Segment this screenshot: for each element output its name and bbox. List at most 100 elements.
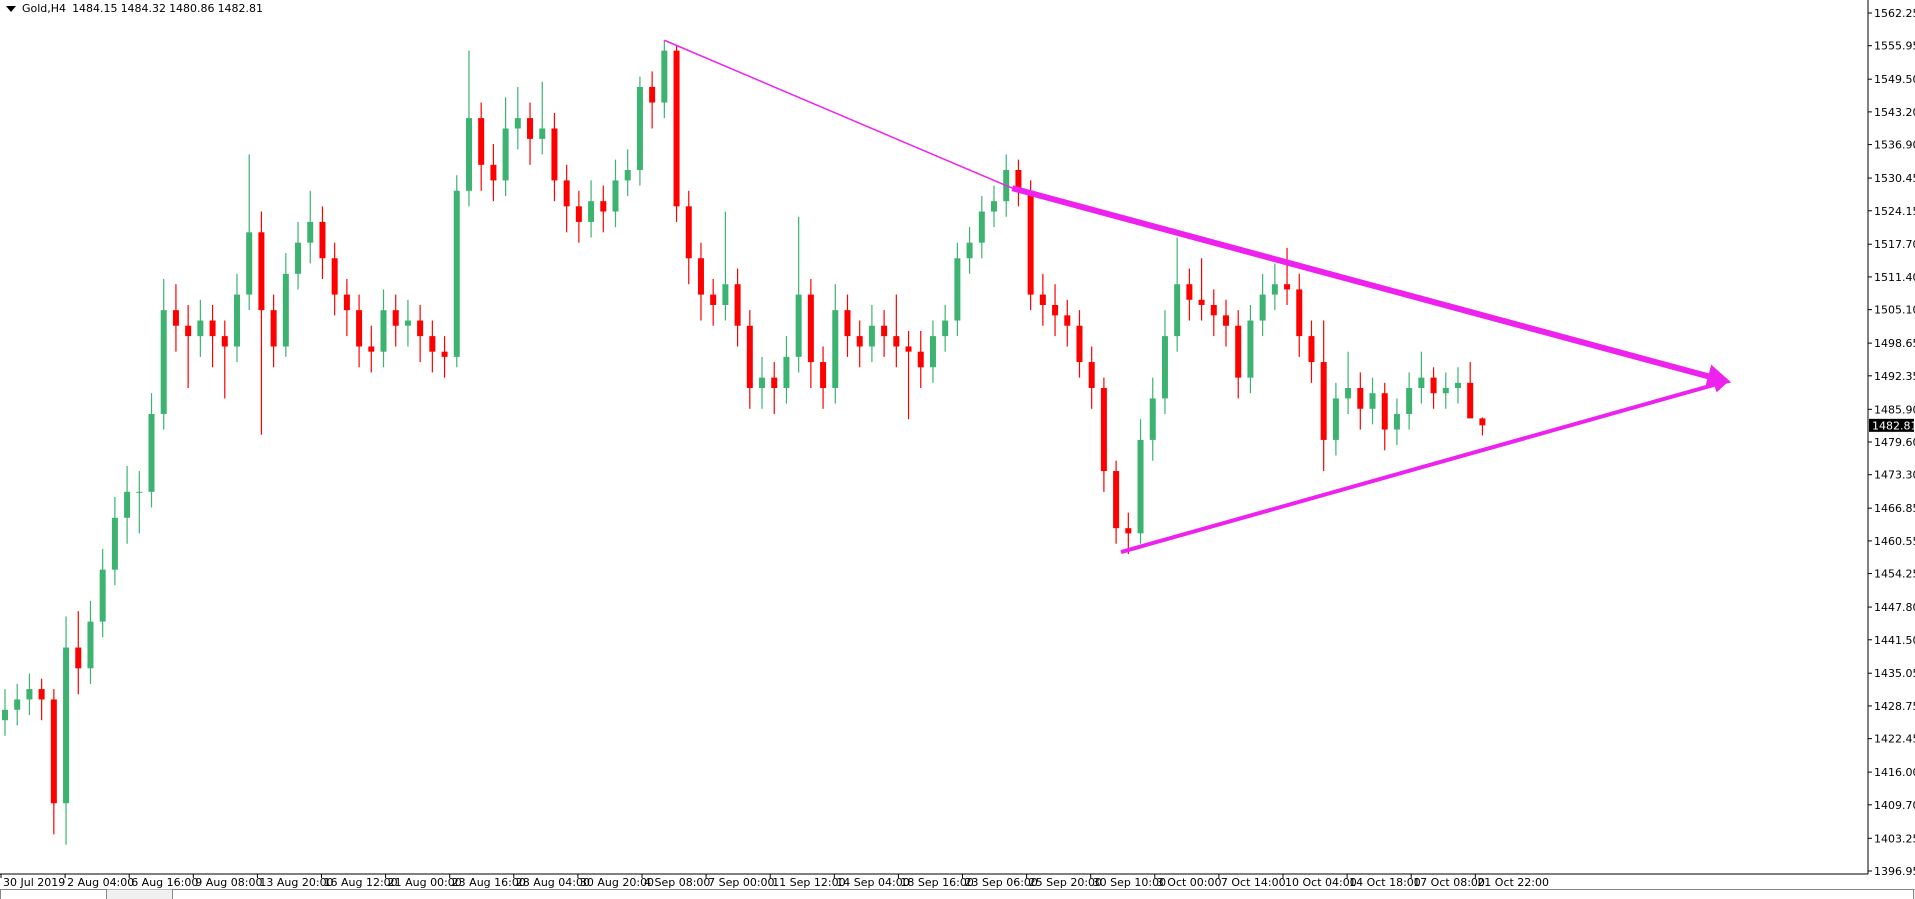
candle: [246, 154, 253, 311]
triangle-down-icon[interactable]: [6, 5, 16, 12]
candle: [307, 190, 314, 264]
candle-body: [1027, 190, 1034, 295]
trendlines-layer: [664, 39, 1732, 554]
candle-body: [258, 232, 265, 311]
trendline[interactable]: [1120, 377, 1730, 554]
candle-body: [1247, 320, 1254, 378]
candle: [1308, 320, 1315, 383]
candle: [820, 346, 827, 409]
price-tick-label: 1498.65: [1874, 337, 1915, 350]
time-tick-label: 28 Aug 04:00: [516, 876, 590, 889]
candle-body: [1259, 294, 1266, 321]
candle: [734, 268, 741, 347]
candle-body: [1271, 284, 1278, 295]
time-tick-label: 21 Oct 22:00: [1477, 876, 1549, 889]
candle: [270, 294, 277, 368]
candle-body: [575, 206, 582, 222]
candle-body: [319, 221, 326, 259]
candle-body: [600, 201, 607, 212]
candle: [1284, 247, 1291, 305]
candle-body: [1100, 388, 1107, 472]
candle-body: [1088, 362, 1095, 389]
candle-body: [1345, 388, 1352, 399]
price-tick-label: 1555.95: [1874, 40, 1915, 53]
candle-body: [295, 242, 302, 274]
time-tick-label: 23 Sep 06:00: [965, 876, 1038, 889]
candle-body: [588, 201, 595, 222]
candle: [1088, 346, 1095, 409]
price-tick-label: 1485.90: [1874, 403, 1915, 416]
time-tick-label: 23 Aug 16:00: [452, 876, 526, 889]
low-value: 1480.86: [169, 2, 215, 15]
candle: [1039, 273, 1046, 326]
candle-body: [1320, 362, 1327, 440]
candle: [1015, 159, 1022, 207]
time-tick-label: 3 Oct 00:00: [1157, 876, 1222, 889]
candle: [905, 330, 912, 420]
candle-body: [453, 190, 460, 357]
trendline[interactable]: [664, 39, 1013, 189]
time-tick-label: 17 Oct 08:00: [1413, 876, 1485, 889]
candle: [1259, 273, 1266, 337]
trendline[interactable]: [1011, 185, 1732, 388]
price-tick-label: 1549.50: [1874, 73, 1915, 86]
candle: [63, 616, 70, 845]
time-tick-label: 30 Aug 20:00: [580, 876, 654, 889]
candle-body: [514, 118, 521, 129]
candle: [746, 310, 753, 409]
candle-body: [636, 86, 643, 171]
price-tick-label: 1460.55: [1874, 535, 1915, 548]
candle-body: [954, 258, 961, 321]
current-price-text: 1482.81: [1872, 419, 1915, 432]
candle-body: [26, 689, 33, 700]
candle: [1271, 263, 1278, 311]
candle: [1418, 351, 1425, 404]
candle-body: [63, 647, 70, 804]
candle-body: [380, 310, 387, 352]
candle-body: [1284, 284, 1291, 290]
candle: [209, 304, 216, 368]
candle: [1369, 377, 1376, 425]
candle-body: [820, 362, 827, 389]
candle: [1235, 310, 1242, 399]
price-tick-label: 1479.60: [1874, 436, 1915, 449]
candle-body: [1235, 325, 1242, 378]
candle-body: [441, 351, 448, 357]
price-tick-label: 1454.25: [1874, 568, 1915, 581]
candle-body: [624, 170, 631, 181]
candle: [111, 497, 118, 586]
candle: [563, 164, 570, 233]
candle-body: [1052, 304, 1059, 316]
candle: [282, 253, 289, 357]
candle: [673, 45, 680, 222]
time-tick-label: 7 Oct 14:00: [1221, 876, 1286, 889]
candle-body: [392, 310, 399, 326]
chart-tab-active[interactable]: [172, 889, 1914, 899]
candle-body: [221, 336, 228, 347]
candle: [1296, 273, 1303, 357]
price-tick-label: 1511.40: [1874, 271, 1915, 284]
candle-body: [1174, 284, 1181, 337]
candle: [588, 180, 595, 238]
candle-body: [991, 201, 998, 212]
candle: [832, 284, 839, 404]
price-tick-label: 1492.35: [1874, 370, 1915, 383]
candle-body: [722, 284, 729, 305]
candle: [783, 336, 790, 404]
candle: [429, 320, 436, 373]
candle-body: [746, 325, 753, 389]
candle: [1186, 268, 1193, 321]
high-value: 1484.32: [120, 2, 167, 15]
candle: [1442, 372, 1449, 409]
candle: [1113, 460, 1120, 544]
candle-body: [368, 346, 375, 352]
candle: [258, 211, 265, 435]
candle: [1210, 289, 1217, 337]
candle-body: [270, 310, 277, 347]
candle-body: [649, 86, 656, 103]
candle-body: [111, 517, 118, 570]
candle: [722, 211, 729, 321]
chart-tab[interactable]: [0, 889, 107, 899]
candle: [221, 320, 228, 399]
